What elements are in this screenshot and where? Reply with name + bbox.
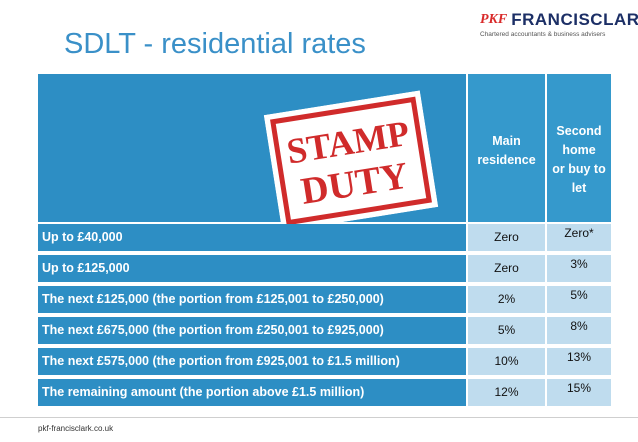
band-label: The next £575,000 (the portion from £925… <box>38 348 466 375</box>
header-main-residence: Main residence <box>468 74 545 222</box>
logo-tagline: Chartered accountants & business adviser… <box>480 31 606 38</box>
main-rate: 5% <box>468 317 545 344</box>
band-label: Up to £40,000 <box>38 224 466 251</box>
table-row: Up to £40,000 Zero Zero* <box>38 224 611 251</box>
slide-title: SDLT - residential rates <box>64 28 366 60</box>
table-row: The remaining amount (the portion above … <box>38 379 611 406</box>
logo-mark: PKF <box>480 12 508 27</box>
main-rate: Zero <box>468 255 545 282</box>
second-rate: Zero* <box>547 224 611 251</box>
header-second-line-3: or buy to let <box>552 162 606 195</box>
header-main-line-1: Main <box>492 134 521 148</box>
table-row: Up to £125,000 Zero 3% <box>38 255 611 282</box>
company-logo: PKF FRANCISCLARK Chartered accountants &… <box>480 10 638 44</box>
second-rate: 15% <box>547 379 611 406</box>
footer-url: pkf-francisclark.co.uk <box>38 424 114 433</box>
stamp-duty-image: STAMP DUTY <box>263 90 439 232</box>
band-label: The remaining amount (the portion above … <box>38 379 466 406</box>
table-header: STAMP DUTY Main residence Second home or… <box>38 74 611 232</box>
footer-divider <box>0 417 638 418</box>
rates-table: STAMP DUTY Main residence Second home or… <box>38 74 611 410</box>
band-label: The next £125,000 (the portion from £125… <box>38 286 466 313</box>
band-label: Up to £125,000 <box>38 255 466 282</box>
header-main-line-2: residence <box>477 153 536 167</box>
second-rate: 5% <box>547 286 611 313</box>
second-rate: 3% <box>547 255 611 282</box>
main-rate: 10% <box>468 348 545 375</box>
second-rate: 8% <box>547 317 611 344</box>
logo-name: FRANCISCLARK <box>511 10 638 29</box>
second-rate: 13% <box>547 348 611 375</box>
table-row: The next £675,000 (the portion from £250… <box>38 317 611 344</box>
header-second-line-1: Second <box>556 124 602 138</box>
main-rate: 2% <box>468 286 545 313</box>
table-row: The next £125,000 (the portion from £125… <box>38 286 611 313</box>
header-second-home: Second home or buy to let <box>547 74 611 222</box>
main-rate: Zero <box>468 224 545 251</box>
table-row: The next £575,000 (the portion from £925… <box>38 348 611 375</box>
header-second-line-2: home <box>562 143 596 157</box>
band-label: The next £675,000 (the portion from £250… <box>38 317 466 344</box>
main-rate: 12% <box>468 379 545 406</box>
